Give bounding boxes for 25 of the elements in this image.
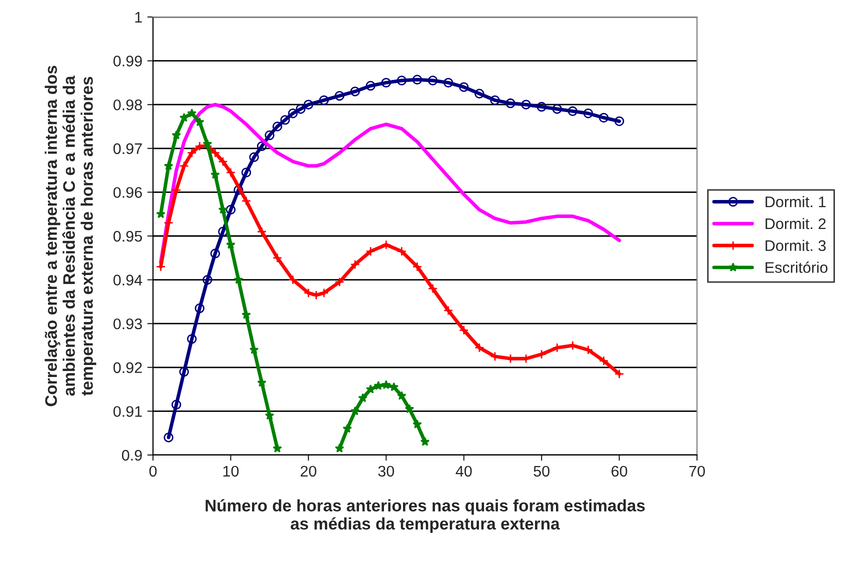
x-tick-label: 30	[378, 466, 394, 477]
y-tick-label: 0.95	[113, 230, 142, 242]
x-tick-label: 10	[223, 466, 239, 477]
y-tick-label: 0.92	[113, 362, 142, 374]
legend-label: Dormit. 1	[766, 196, 826, 208]
legend-label: Dormit. 3	[766, 240, 826, 252]
x-tick-label: 40	[456, 466, 472, 477]
y-tick-label: 0.97	[113, 143, 142, 154]
y-tick-label: 1	[135, 12, 142, 23]
y-tick-label: 0.91	[113, 406, 142, 417]
legend-label: Escritório	[766, 262, 828, 273]
x-tick-label: 20	[300, 466, 316, 477]
x-tick-label: 0	[149, 466, 157, 477]
y-tick-label: 0.96	[113, 187, 142, 198]
x-tick-label: 60	[612, 466, 628, 477]
y-axis-title: Correlação entre a temperatura interna dos ambientes da Residência C e a média da temperatura externa de horas anteriores	[44, 66, 96, 406]
y-tick-label: 0.94	[113, 274, 142, 286]
x-tick-label: 70	[689, 466, 705, 477]
y-tick-label: 0.9	[122, 450, 142, 461]
y-tick-label: 0.99	[113, 56, 142, 66]
y-tick-label: 0.93	[113, 318, 142, 330]
x-tick-label: 50	[534, 466, 550, 477]
y-tick-label: 0.98	[113, 99, 142, 110]
legend-label: Dormit. 2	[766, 218, 826, 230]
x-axis-title: Número de horas anteriores nas quais foram estimadas as médias da temperatura externa	[206, 499, 645, 533]
